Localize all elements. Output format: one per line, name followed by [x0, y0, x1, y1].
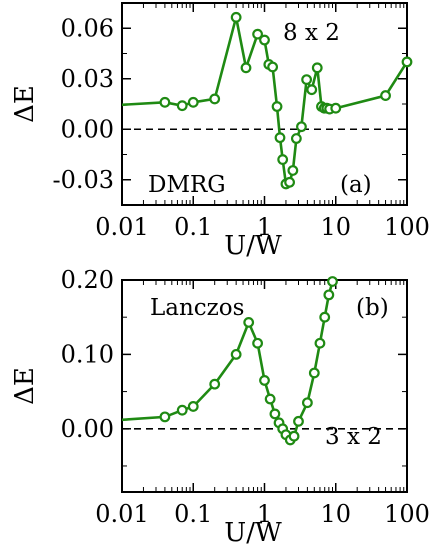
- x-tick-label: 10: [320, 213, 351, 241]
- y-tick-label: 0.06: [61, 14, 114, 42]
- x-tick-labels: 0.01 0.1 1 10 100: [95, 500, 430, 528]
- x-tick-label: 0.01: [95, 500, 148, 528]
- x-tick-label: 0.1: [174, 500, 212, 528]
- data-point: [401, 56, 413, 68]
- data-point: [176, 404, 188, 416]
- data-point: [259, 375, 270, 386]
- method-label: Lanczos: [150, 295, 244, 321]
- data-point: [296, 121, 307, 133]
- data-point: [290, 133, 302, 144]
- data-point: [243, 317, 255, 328]
- data-point: [159, 411, 171, 423]
- data-point: [209, 93, 221, 105]
- data-point: [301, 397, 313, 409]
- method-label: DMRG: [148, 172, 226, 198]
- data-point: [319, 311, 331, 323]
- x-tick-label: 1: [257, 213, 272, 241]
- y-tick-label: 0.20: [61, 266, 114, 294]
- data-point: [323, 289, 335, 301]
- data-point: [314, 337, 326, 349]
- data-markers: [159, 276, 338, 446]
- data-point: [380, 90, 391, 101]
- x-axis-label: U/W: [224, 518, 282, 545]
- data-point: [209, 378, 221, 390]
- data-point: [252, 337, 263, 349]
- data-point: [187, 96, 199, 108]
- panel-label: (a): [340, 172, 372, 198]
- panel-a: -0.03 0.00 0.03 0.06 0.01 0.1 1 10 100 U/W ΔE 8…: [10, 2, 430, 261]
- data-point: [288, 430, 300, 442]
- x-tick-label: 0.1: [174, 213, 212, 241]
- data-point: [311, 62, 323, 74]
- y-axis-label: ΔE: [10, 85, 40, 123]
- data-markers: [159, 11, 413, 190]
- data-point: [301, 74, 313, 85]
- x-tick-labels: 0.01 0.1 1 10 100: [95, 213, 430, 241]
- y-tick-label: 0.10: [61, 340, 114, 368]
- y-axis-label: ΔE: [10, 367, 40, 405]
- data-point: [284, 176, 295, 188]
- y-tick-labels: 0.00 0.10 0.20: [61, 266, 114, 443]
- data-point: [293, 415, 304, 427]
- data-point: [287, 165, 299, 176]
- data-point: [187, 401, 199, 412]
- data-point: [176, 100, 188, 112]
- data-point: [271, 101, 283, 112]
- data-point: [267, 61, 279, 73]
- data-point: [330, 102, 342, 114]
- data-point: [259, 34, 270, 46]
- y-tick-labels: -0.03 0.00 0.03 0.06: [52, 14, 114, 194]
- data-point: [274, 132, 286, 144]
- data-point: [306, 84, 318, 96]
- data-point: [252, 28, 263, 40]
- size-label: 8 x 2: [283, 20, 340, 46]
- x-tick-label: 100: [384, 213, 430, 241]
- panel-label: (b): [356, 295, 389, 321]
- data-point: [308, 367, 320, 379]
- tick-marks: [121, 279, 408, 492]
- size-label: 3 x 2: [325, 424, 382, 450]
- data-point: [230, 11, 242, 23]
- x-tick-label: 1: [257, 500, 272, 528]
- data-point: [269, 408, 281, 420]
- x-tick-label: 100: [384, 500, 430, 528]
- y-tick-label: 0.03: [61, 65, 114, 93]
- x-tick-label: 0.01: [95, 213, 148, 241]
- data-point: [327, 276, 338, 287]
- data-point: [240, 62, 252, 74]
- panel-b: 0.00 0.10 0.20 0.01 0.1 1 10 100 U/W ΔE Lanczo…: [10, 266, 430, 545]
- data-point: [230, 348, 242, 360]
- y-tick-label: -0.03: [52, 166, 114, 194]
- x-tick-label: 10: [320, 500, 351, 528]
- data-point: [277, 154, 289, 165]
- data-point: [159, 96, 171, 108]
- y-tick-label: 0.00: [61, 115, 114, 143]
- x-axis-label: U/W: [224, 231, 282, 261]
- y-tick-label: 0.00: [61, 415, 114, 443]
- data-point: [264, 393, 276, 405]
